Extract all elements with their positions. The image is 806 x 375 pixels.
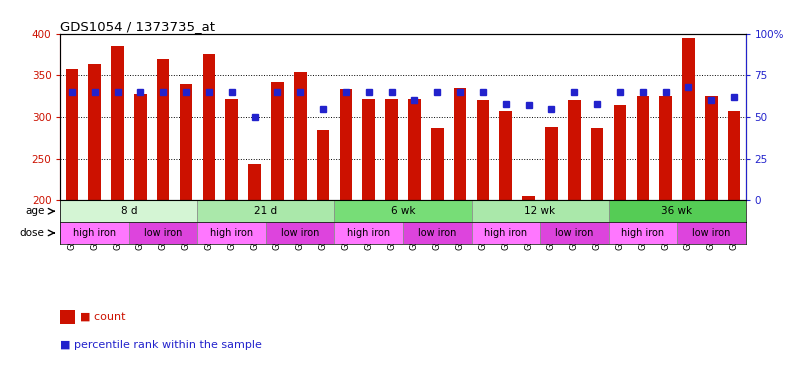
Bar [157, 59, 169, 200]
Text: GDS1054 / 1373735_at: GDS1054 / 1373735_at [60, 20, 215, 33]
Bar [266, 222, 334, 244]
Text: low iron: low iron [418, 228, 456, 238]
Bar [677, 222, 746, 244]
Bar [339, 89, 352, 200]
Bar [609, 222, 677, 244]
Bar [294, 72, 306, 200]
Bar [334, 222, 403, 244]
Bar [317, 130, 330, 200]
Bar [476, 100, 489, 200]
Text: low iron: low iron [281, 228, 319, 238]
Bar [472, 222, 540, 244]
Text: high iron: high iron [347, 228, 390, 238]
Bar [129, 222, 197, 244]
Text: high iron: high iron [484, 228, 527, 238]
Bar [60, 200, 197, 222]
Bar [197, 222, 266, 244]
Text: low iron: low iron [692, 228, 730, 238]
Bar [248, 164, 261, 200]
Bar [637, 96, 649, 200]
Bar [431, 128, 443, 200]
Bar [202, 54, 215, 200]
Text: age: age [25, 206, 44, 216]
Bar [226, 99, 238, 200]
Bar [271, 82, 284, 200]
Text: 8 d: 8 d [121, 206, 137, 216]
Bar [111, 46, 124, 200]
Bar [89, 64, 101, 200]
Bar [659, 96, 672, 200]
Bar [60, 222, 129, 244]
Text: low iron: low iron [555, 228, 593, 238]
Bar [408, 99, 421, 200]
Bar [197, 200, 334, 222]
Bar [363, 99, 375, 200]
Text: ■ count: ■ count [80, 312, 125, 322]
Bar [522, 196, 535, 200]
Bar [472, 200, 609, 222]
Text: 36 wk: 36 wk [662, 206, 692, 216]
Text: 6 wk: 6 wk [391, 206, 415, 216]
Text: ■ percentile rank within the sample: ■ percentile rank within the sample [60, 340, 262, 350]
Bar [500, 111, 512, 200]
Text: dose: dose [19, 228, 44, 238]
Bar [545, 127, 558, 200]
Text: high iron: high iron [73, 228, 116, 238]
Bar [454, 88, 467, 200]
Bar [385, 99, 398, 200]
Bar [568, 100, 580, 200]
Bar [65, 69, 78, 200]
Bar [403, 222, 472, 244]
Text: 21 d: 21 d [255, 206, 277, 216]
Text: high iron: high iron [621, 228, 664, 238]
Text: low iron: low iron [144, 228, 182, 238]
Bar [728, 111, 741, 200]
Text: 12 wk: 12 wk [525, 206, 555, 216]
Text: high iron: high iron [210, 228, 253, 238]
Bar [180, 84, 193, 200]
Bar [134, 94, 147, 200]
Bar [705, 96, 717, 200]
Bar [540, 222, 609, 244]
Bar [682, 38, 695, 200]
Bar [591, 128, 604, 200]
Bar [334, 200, 472, 222]
Bar [613, 105, 626, 200]
Bar [609, 200, 746, 222]
